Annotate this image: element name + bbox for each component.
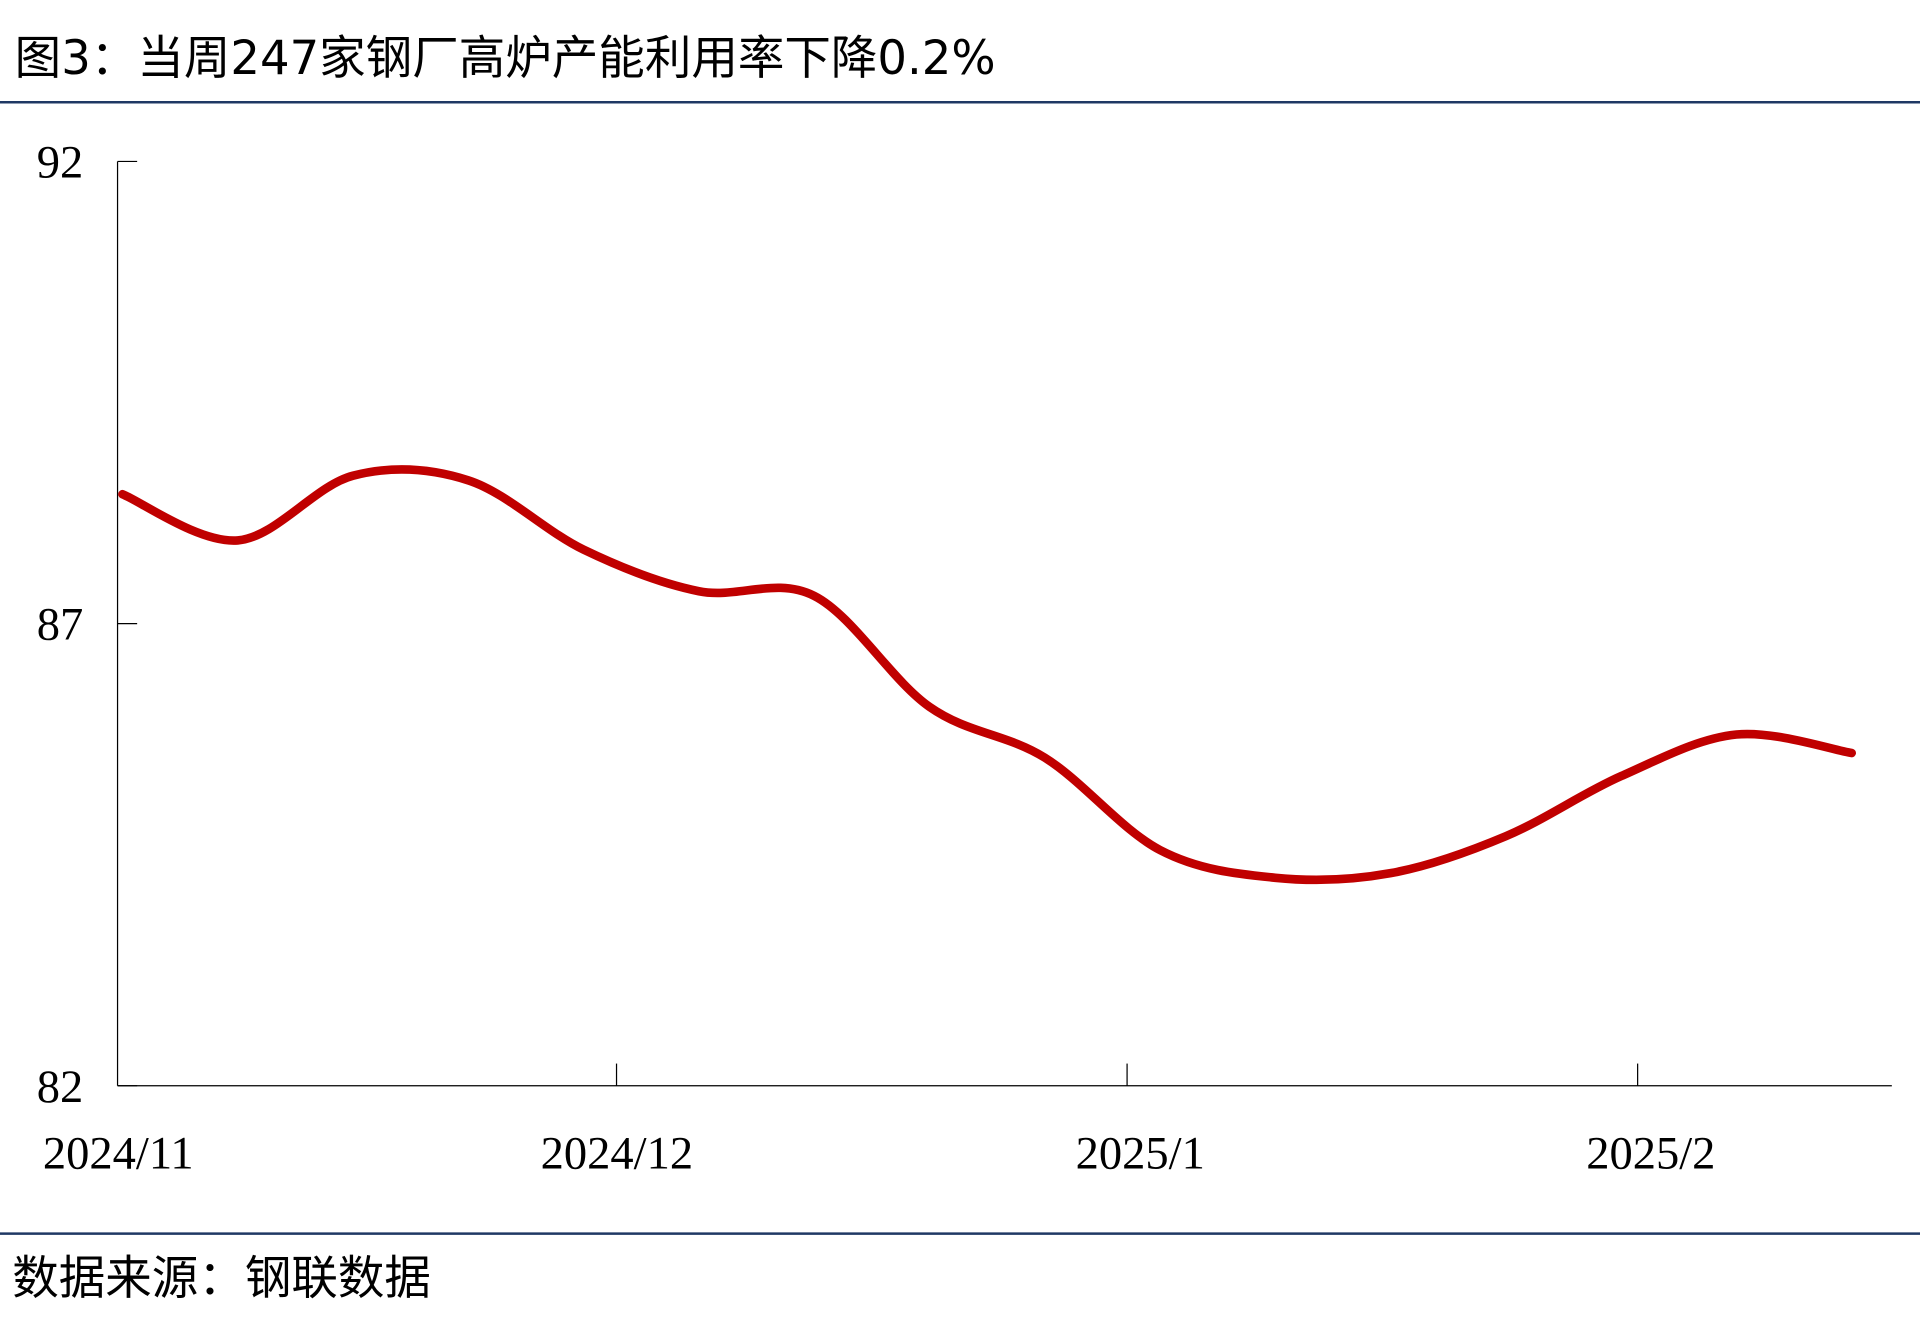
x-tick-label: 2025/1	[1076, 1127, 1205, 1179]
x-tick-label: 2024/11	[43, 1127, 194, 1179]
x-tick-label: 2024/12	[541, 1127, 693, 1179]
source-note: 数据来源：钢联数据	[12, 1252, 431, 1306]
y-tick-label: 92	[37, 136, 84, 188]
x-tick-label: 2025/2	[1586, 1127, 1715, 1179]
y-tick-label: 82	[37, 1061, 84, 1113]
series-line	[118, 465, 1857, 885]
y-tick-label: 87	[37, 598, 84, 650]
chart-title: 图3：当周247家钢厂高炉产能利用率下降0.2%	[15, 32, 996, 86]
axes: 82 87 92 2024/11 2024/12 2025/1 2025/2	[37, 136, 1892, 1179]
